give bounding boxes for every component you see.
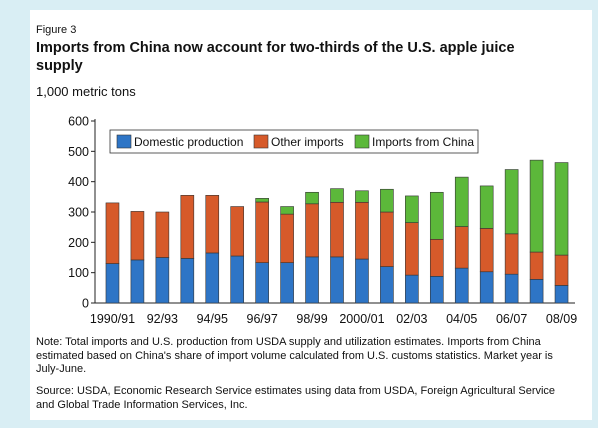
bar-segment-2 [529, 251, 544, 280]
bar-segment-2 [130, 211, 145, 261]
legend-label-3: Imports from China [372, 135, 474, 149]
legend-label-1: Domestic production [134, 135, 243, 149]
x-tick-label: 02/03 [396, 312, 427, 326]
x-tick-label: 94/95 [197, 312, 228, 326]
units-label: 1,000 metric tons [36, 84, 136, 99]
bar-segment-1 [330, 256, 344, 304]
y-tick-label: 300 [68, 206, 89, 220]
bar-segment-1 [180, 258, 195, 304]
bar-segment-2 [180, 195, 195, 259]
bar-segment-2 [255, 201, 269, 263]
stacked-bar-chart: 0 100 200 300 400 500 600 1990/91 92/93 94/95 96/9… [68, 115, 577, 327]
bar-segment-2 [405, 222, 419, 276]
bar-segment-1 [479, 271, 494, 304]
bar-segment-3 [554, 162, 569, 256]
bar-segment-1 [305, 256, 319, 304]
bar-segment-2 [305, 203, 319, 258]
bar-segment-1 [155, 257, 170, 304]
bar-segment-1 [230, 255, 245, 304]
bar-segment-2 [355, 201, 369, 260]
y-tick-label: 200 [68, 236, 89, 250]
bar-segment-2 [504, 233, 519, 275]
y-tick-label: 0 [82, 297, 89, 311]
bar-segment-1 [380, 266, 394, 304]
x-tick-label: 96/97 [247, 312, 278, 326]
y-tick-label: 400 [68, 175, 89, 189]
legend-swatch-1 [116, 134, 132, 149]
bar-segment-3 [454, 176, 469, 227]
bar-segment-3 [429, 191, 444, 240]
bar-segment-1 [255, 262, 269, 304]
figure-label: Figure 3 [36, 24, 77, 36]
bar-segment-2 [105, 202, 120, 264]
x-tick-label: 98/99 [296, 312, 327, 326]
bar-segment-2 [205, 195, 220, 254]
chart-title: Imports from China now account for two-t… [36, 40, 515, 74]
bar-segment-3 [529, 159, 544, 253]
bar-segment-1 [280, 262, 294, 304]
bar-segment-3 [330, 188, 344, 203]
bar-segment-2 [454, 226, 469, 269]
bar-segment-3 [380, 188, 394, 213]
bar-segment-3 [504, 169, 519, 235]
x-tick-label: 08/09 [546, 312, 577, 326]
y-tick-label: 100 [68, 266, 89, 280]
bar-segment-1 [205, 252, 220, 304]
chart-source: Source: USDA, Economic Research Service … [36, 385, 556, 411]
bar-segment-3 [355, 190, 369, 203]
y-tick-label: 500 [68, 145, 89, 159]
bar-segment-3 [280, 206, 294, 215]
bar-segment-1 [554, 285, 569, 304]
bar-segment-2 [230, 206, 245, 257]
bar-segment-1 [405, 274, 419, 304]
bar-segment-2 [479, 228, 494, 273]
x-tick-label: 04/05 [446, 312, 477, 326]
bar-segment-2 [380, 211, 394, 267]
bar-segment-2 [155, 211, 170, 258]
x-tick-label: 1990/91 [90, 312, 135, 326]
bar-segment-3 [479, 185, 494, 229]
x-tick-label: 92/93 [147, 312, 178, 326]
bar-segment-2 [280, 213, 294, 263]
bar-segment-1 [355, 258, 369, 304]
bar-segment-1 [504, 273, 519, 304]
bar-segment-3 [305, 191, 319, 205]
y-tick-label: 600 [68, 115, 89, 129]
x-tick-label: 2000/01 [339, 312, 384, 326]
bar-segment-2 [429, 239, 444, 277]
legend-swatch-2 [253, 134, 269, 149]
bar-segment-3 [405, 195, 419, 223]
bar-segment-1 [429, 276, 444, 304]
bar-segment-3 [255, 198, 269, 203]
x-tick-label: 06/07 [496, 312, 527, 326]
bar-segment-2 [330, 201, 344, 258]
bar-segment-1 [454, 267, 469, 304]
chart-note: Note: Total imports and U.S. production … [36, 336, 553, 375]
legend-label-2: Other imports [271, 135, 344, 149]
bar-segment-2 [554, 254, 569, 286]
bar-segment-1 [105, 263, 120, 304]
legend-swatch-3 [354, 134, 370, 149]
bar-segment-1 [529, 279, 544, 304]
bar-segment-1 [130, 259, 145, 304]
legend-box [109, 129, 479, 154]
